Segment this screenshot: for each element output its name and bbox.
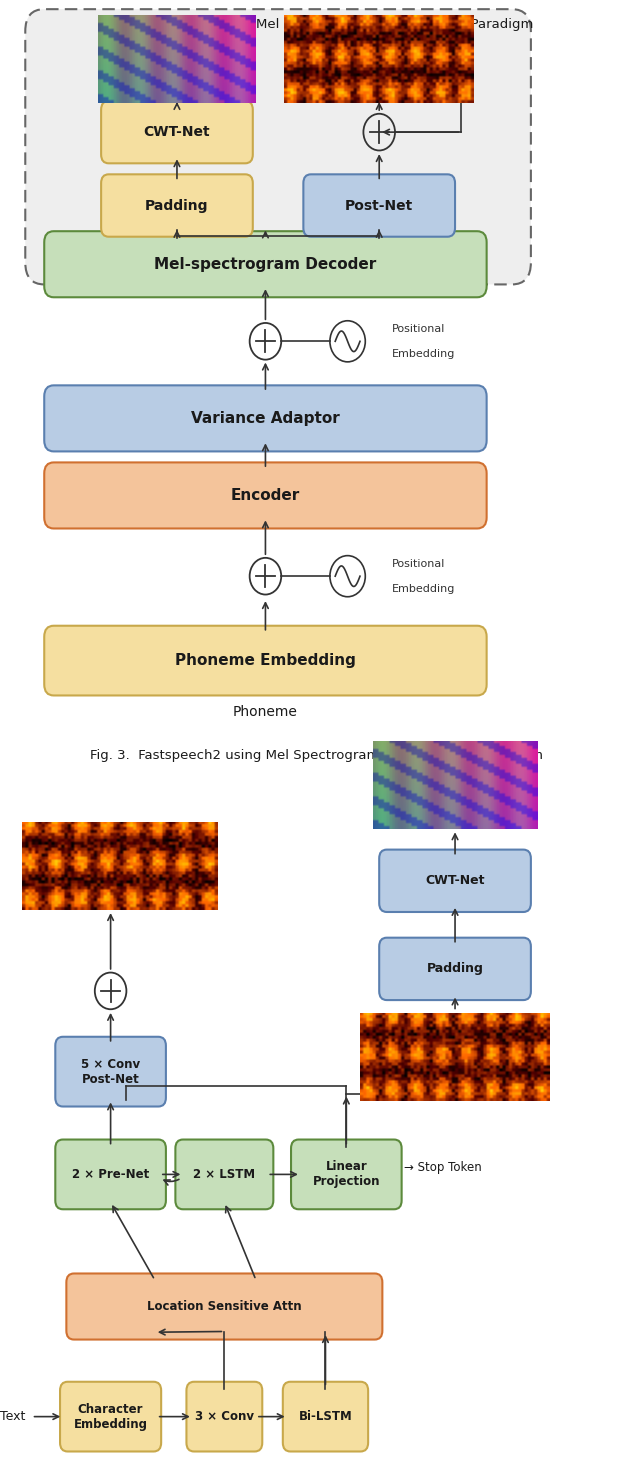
FancyBboxPatch shape (379, 938, 531, 1000)
Text: Padding: Padding (145, 198, 209, 213)
Text: Character
Embedding: Character Embedding (73, 1402, 148, 1431)
Text: Mel-spectrogram Decoder: Mel-spectrogram Decoder (154, 257, 377, 272)
Text: Bi-LSTM: Bi-LSTM (298, 1411, 353, 1422)
FancyBboxPatch shape (186, 1381, 262, 1452)
Text: Phoneme Embedding: Phoneme Embedding (175, 653, 356, 668)
Text: Padding: Padding (427, 963, 483, 975)
Text: Post-Net: Post-Net (345, 198, 413, 213)
Text: Location Sensitive Attn: Location Sensitive Attn (147, 1301, 301, 1312)
FancyBboxPatch shape (379, 850, 531, 912)
FancyBboxPatch shape (303, 175, 455, 236)
Text: Linear
Projection: Linear Projection (313, 1160, 380, 1189)
FancyBboxPatch shape (44, 462, 487, 528)
Text: Phoneme: Phoneme (233, 705, 298, 719)
Text: 2 × LSTM: 2 × LSTM (193, 1169, 255, 1180)
Text: Text: Text (0, 1411, 25, 1422)
Text: 2 × Pre-Net: 2 × Pre-Net (72, 1169, 149, 1180)
FancyBboxPatch shape (101, 101, 253, 163)
FancyBboxPatch shape (56, 1036, 166, 1107)
Text: Fig. 3.  Fastspeech2 using Mel Spectrogram Enhancement Paradigm: Fig. 3. Fastspeech2 using Mel Spectrogra… (90, 749, 542, 762)
FancyBboxPatch shape (101, 175, 253, 236)
FancyBboxPatch shape (44, 385, 487, 452)
Text: CWT-Net: CWT-Net (143, 125, 210, 139)
Text: Positional: Positional (392, 559, 445, 570)
FancyBboxPatch shape (44, 232, 487, 297)
FancyBboxPatch shape (66, 1273, 382, 1339)
Text: Embedding: Embedding (392, 349, 455, 358)
Text: Variance Adaptor: Variance Adaptor (191, 411, 340, 426)
FancyBboxPatch shape (25, 9, 531, 285)
Text: Encoder: Encoder (231, 487, 300, 504)
FancyBboxPatch shape (175, 1139, 273, 1210)
Text: 5 × Conv
Post-Net: 5 × Conv Post-Net (81, 1057, 140, 1086)
FancyBboxPatch shape (44, 625, 487, 696)
FancyBboxPatch shape (56, 1139, 166, 1210)
FancyBboxPatch shape (60, 1381, 161, 1452)
FancyBboxPatch shape (291, 1139, 402, 1210)
Text: → Stop Token: → Stop Token (404, 1161, 482, 1173)
Text: Embedding: Embedding (392, 583, 455, 593)
FancyBboxPatch shape (283, 1381, 368, 1452)
Text: CWT-Net: CWT-Net (425, 875, 485, 887)
Text: Fig. 2.  Tacotron2 using Mel Spectrogram Enhancement Paradigm: Fig. 2. Tacotron2 using Mel Spectrogram … (99, 18, 533, 31)
Text: Positional: Positional (392, 324, 445, 335)
Text: 3 × Conv: 3 × Conv (195, 1411, 254, 1422)
